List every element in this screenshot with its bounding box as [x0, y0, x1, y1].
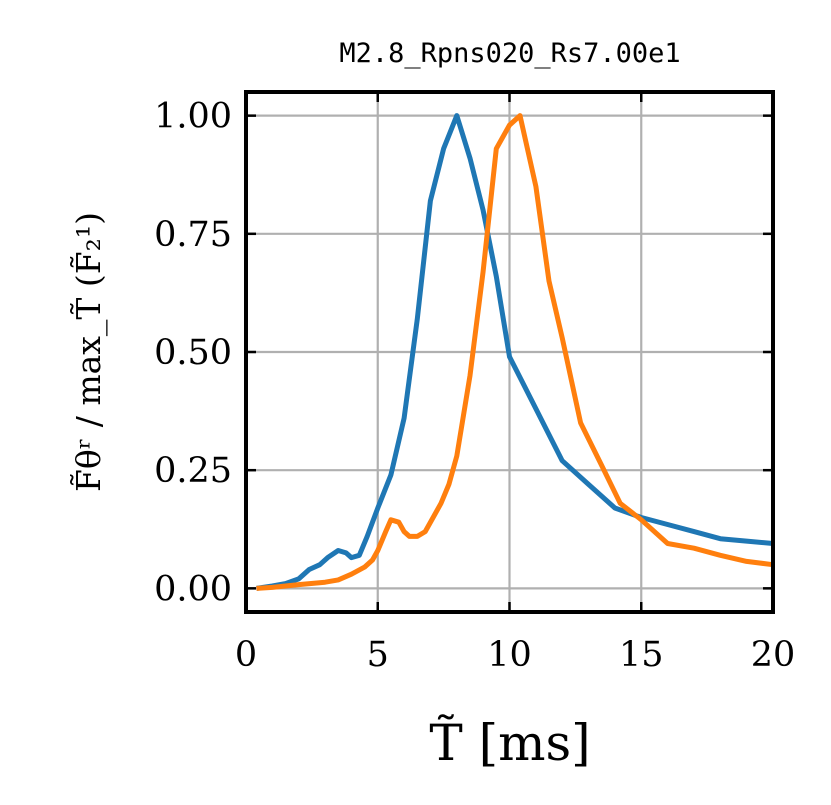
x-tick-label: 20 [751, 635, 796, 675]
x-axis-label: T̃ [ms] [429, 713, 590, 772]
y-tick-label: 1.00 [154, 97, 232, 137]
x-tick-label: 5 [367, 635, 389, 675]
y-tick-label: 0.25 [154, 451, 232, 491]
series-group [256, 113, 774, 591]
x-tick-label: 10 [487, 635, 532, 675]
x-tick-label: 0 [235, 635, 257, 675]
x-tick-label: 15 [619, 635, 664, 675]
y-tick-label: 0.75 [154, 215, 232, 255]
series-2-line [256, 113, 774, 591]
ticks: 0 5 10 15 20 0.00 0.25 0.50 0.75 1.00 [154, 92, 795, 675]
chart-title: M2.8_Rpns020_Rs7.00e1 [339, 38, 680, 69]
y-tick-label: 0.00 [154, 569, 232, 609]
y-tick-label: 0.50 [154, 333, 232, 373]
y-axis-label: F̃θʳ / max_T̃ (F̃₂¹) [69, 212, 109, 492]
